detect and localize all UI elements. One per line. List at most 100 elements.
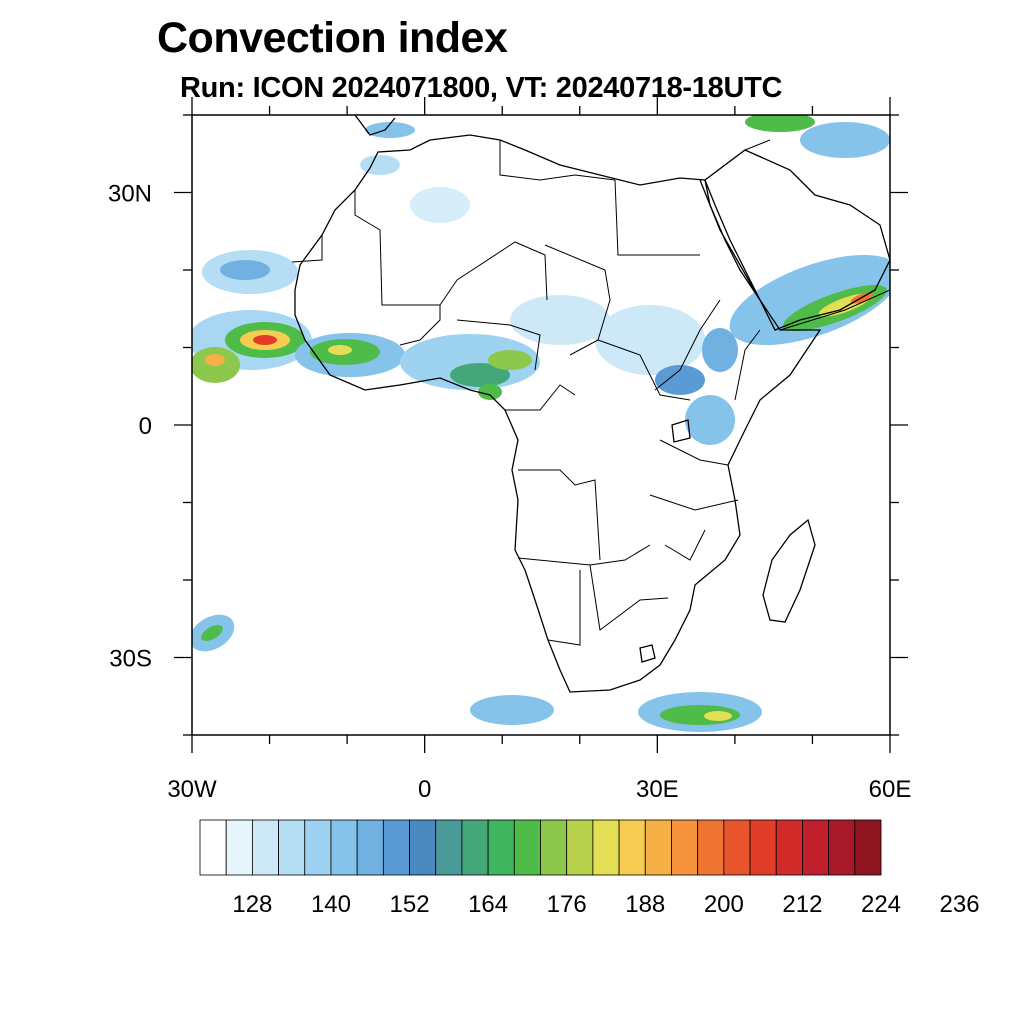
colorbar-box — [304, 819, 332, 876]
colorbar-box — [723, 819, 751, 876]
map-title: Convection index — [157, 14, 508, 62]
colorbar-label: 176 — [547, 891, 587, 918]
border — [597, 339, 691, 401]
colorbar-label: 128 — [232, 891, 272, 918]
field-blob — [704, 711, 732, 721]
field-blob — [655, 365, 705, 395]
border — [779, 289, 890, 331]
colorbar-box — [461, 819, 489, 876]
red-sea — [699, 179, 761, 301]
axis-ticks — [174, 97, 908, 753]
colorbar-label: 164 — [468, 891, 508, 918]
colorbar-label: 212 — [782, 891, 822, 918]
colorbar-box — [409, 819, 437, 876]
field-blob — [450, 363, 510, 387]
colorbar-box — [566, 819, 594, 876]
colorbar-label: 152 — [390, 891, 430, 918]
lat-label: 0 — [139, 413, 152, 440]
colorbar-box — [644, 819, 672, 876]
border — [505, 384, 576, 411]
border — [456, 241, 548, 301]
lon-label: 60E — [869, 776, 912, 803]
lon-label: 30W — [167, 776, 217, 803]
colorbar-label: 140 — [311, 891, 351, 918]
lon-label: 0 — [418, 776, 431, 803]
madagascar — [762, 518, 816, 623]
border — [614, 179, 700, 256]
colorbar-box — [330, 819, 358, 876]
colorbar-labels: 128 140 152 164 176 188 200 212 224 236 — [232, 891, 979, 918]
colorbar-box — [278, 819, 306, 876]
colorbar-label: 236 — [940, 891, 980, 918]
field-blob — [729, 254, 890, 346]
border — [649, 494, 739, 511]
border — [544, 244, 611, 356]
field-blob — [510, 295, 610, 345]
colorbar-box — [513, 819, 541, 876]
colorbar-box — [618, 819, 646, 876]
field-blob — [488, 350, 532, 370]
border — [517, 544, 651, 566]
colorbar-box — [199, 819, 227, 876]
border — [499, 140, 616, 181]
colorbar — [199, 819, 882, 876]
country-borders — [291, 139, 890, 646]
field-blob — [702, 328, 738, 372]
border — [291, 235, 323, 263]
border — [589, 564, 669, 631]
border — [654, 299, 721, 391]
field-blob — [205, 354, 225, 366]
colorbar-box — [828, 819, 856, 876]
border — [734, 329, 761, 401]
colorbar-box — [749, 819, 777, 876]
lon-label: 30E — [636, 776, 679, 803]
lat-label: 30N — [108, 181, 152, 208]
border — [399, 305, 441, 346]
colorbar-box — [356, 819, 384, 876]
field-blob — [328, 345, 352, 355]
latitude-labels: 30N 0 30S — [108, 181, 152, 673]
colorbar-box — [697, 819, 725, 876]
colorbar-box — [592, 819, 620, 876]
colorbar-label: 188 — [625, 891, 665, 918]
plot-frame — [191, 114, 891, 736]
colorbar-box — [225, 819, 253, 876]
field-blob — [745, 115, 815, 132]
coastlines — [294, 115, 890, 693]
colorbar-box — [540, 819, 568, 876]
border — [354, 190, 458, 306]
map-subtitle: Run: ICON 2024071800, VT: 20240718-18UTC — [180, 72, 783, 104]
lesotho — [639, 644, 656, 663]
africa-coastline — [294, 134, 822, 693]
field-blob — [595, 305, 705, 375]
colorbar-box — [435, 819, 463, 876]
field-blob — [201, 625, 223, 641]
colorbar-label: 200 — [704, 891, 744, 918]
convection-field — [192, 115, 890, 732]
field-blob — [410, 187, 470, 223]
field-blob — [800, 122, 890, 158]
field-blob — [220, 260, 270, 280]
longitude-labels: 30W 0 30E 60E — [167, 776, 911, 803]
field-blob — [478, 384, 502, 400]
border — [456, 319, 541, 371]
colorbar-label: 224 — [861, 891, 901, 918]
field-blob — [365, 122, 415, 138]
colorbar-box — [775, 819, 803, 876]
border — [518, 469, 601, 561]
lake-victoria — [671, 419, 691, 443]
iberia — [354, 115, 396, 136]
field-blob — [253, 335, 277, 345]
field-blob — [685, 395, 735, 445]
colorbar-box — [382, 819, 410, 876]
border — [664, 529, 706, 561]
colorbar-box — [671, 819, 699, 876]
colorbar-box — [802, 819, 830, 876]
border — [547, 570, 581, 646]
field-blob — [470, 695, 554, 725]
colorbar-box — [487, 819, 515, 876]
field-blob — [360, 155, 400, 175]
border — [704, 139, 771, 181]
lat-label: 30S — [109, 646, 152, 673]
